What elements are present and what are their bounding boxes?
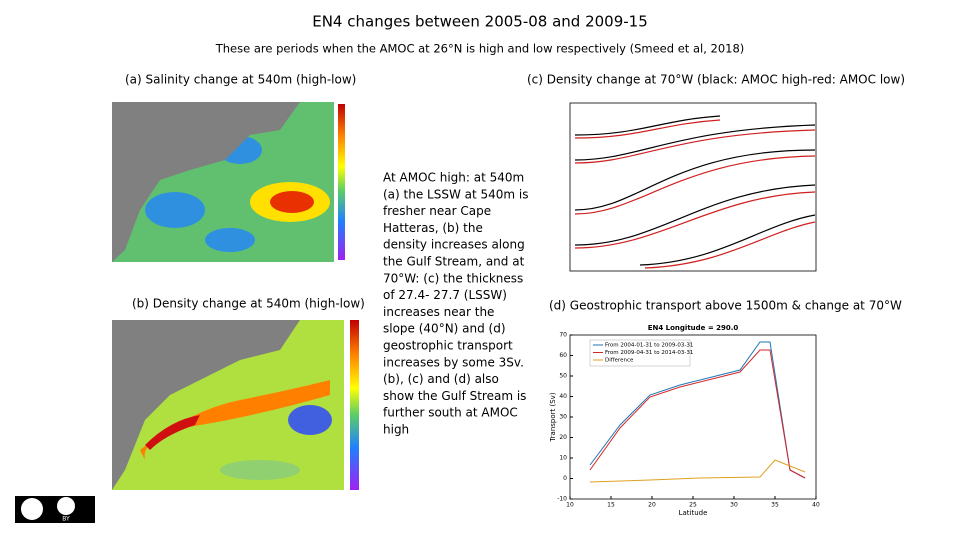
panel-label: (c) Density change at 70°W (black: AMOC …: [527, 73, 905, 87]
badge: BY: [62, 516, 70, 523]
map-a: [112, 102, 345, 262]
note-line: density increases along: [383, 238, 525, 252]
line: [589, 349, 806, 479]
title: EN4 changes between 2005-08 and 2009-15: [312, 13, 648, 31]
x-tick-label: 40: [812, 502, 820, 509]
plot-title: EN4 Longitude = 290.0: [648, 324, 739, 332]
x-tick-label: 10: [566, 502, 574, 509]
y-tick-label: 20: [559, 434, 567, 441]
subtitle: These are periods when the AMOC at 26°N …: [215, 42, 745, 56]
y-tick-label: 40: [559, 393, 567, 400]
section-plot: [569, 102, 817, 272]
note-line: Hatteras, (b) the: [383, 221, 483, 235]
note-line: increases near the: [383, 305, 494, 319]
note-line: geostrophic transport: [383, 339, 513, 353]
panel-label: (a) Salinity change at 540m (high-low): [125, 73, 356, 87]
note-line: slope (40°N) and (d): [383, 322, 506, 336]
y-tick-label: -10: [557, 496, 567, 503]
note-line: high: [383, 423, 409, 437]
y-tick-label: 10: [559, 455, 567, 462]
note-line: further south at AMOC: [383, 406, 518, 420]
legend-box: [589, 339, 691, 367]
line: [589, 459, 806, 483]
x-tick-label: 20: [648, 502, 656, 509]
legend-label: From 2004-01-31 to 2009-03-31: [605, 343, 693, 349]
y-tick-label: 0: [563, 475, 567, 482]
x-tick-label: 30: [730, 502, 738, 509]
note-line: 70°W: (c) the thickness: [383, 271, 523, 285]
x-tick-label: 15: [607, 502, 615, 509]
y-axis-label: Transport (Sv): [549, 392, 557, 442]
note-line: increases by some 3Sv.: [383, 355, 524, 369]
x-tick-label: 35: [771, 502, 779, 509]
panel-label: (d) Geostrophic transport above 1500m & …: [549, 299, 902, 313]
note-line: show the Gulf Stream is: [383, 389, 526, 403]
note-line: At AMOC high: at 540m: [383, 171, 524, 185]
y-tick-label: 70: [559, 332, 567, 339]
note-line: (a) the LSSW at 540m is: [383, 187, 529, 201]
y-tick-label: 50: [559, 373, 567, 380]
note-line: (b), (c) and (d) also: [383, 372, 499, 386]
map-b: [112, 320, 359, 490]
x-axis-label: Latitude: [679, 509, 708, 517]
y-tick-label: 30: [559, 414, 567, 421]
legend-label: From 2009-04-31 to 2014-03-31: [605, 350, 693, 356]
note-line: fresher near Cape: [383, 204, 491, 218]
panel-label: (b) Density change at 540m (high-low): [132, 297, 365, 311]
note-line: of 27.4- 27.7 (LSSW): [383, 288, 507, 302]
y-tick-label: 60: [559, 352, 567, 359]
note-text: At AMOC high: at 540m (a) the LSSW at 540…: [383, 171, 529, 437]
note-line: the Gulf Stream, and at: [383, 255, 525, 269]
x-tick-label: 25: [689, 502, 697, 509]
license-badge: BY: [15, 496, 95, 523]
legend-label: Difference: [605, 358, 634, 364]
transport-plot: 10 15 20 25 30 35 40 -10 0 10 20 30 40 50 60 70 EN4 Long…: [549, 324, 820, 517]
